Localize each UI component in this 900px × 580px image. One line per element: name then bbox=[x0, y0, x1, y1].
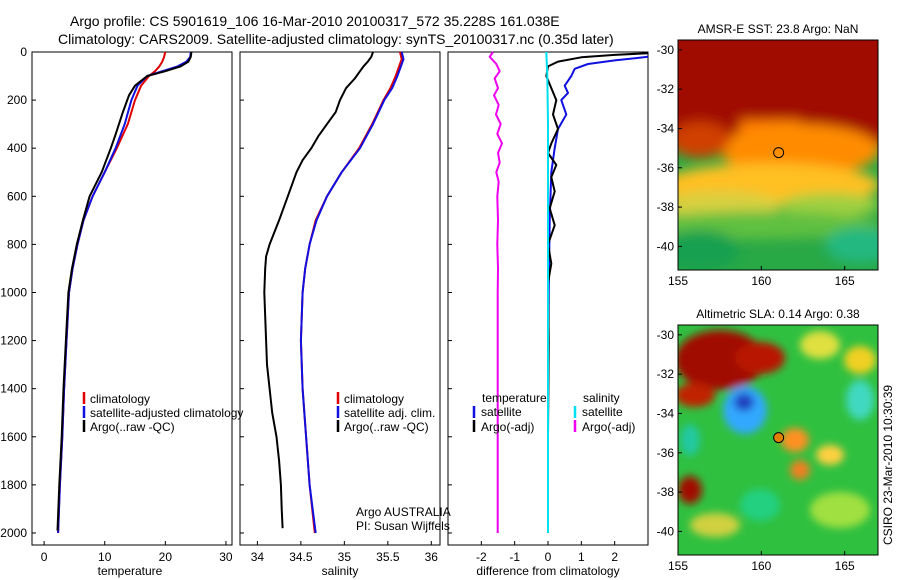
difference-xlabel: difference from climatology bbox=[476, 564, 619, 578]
x-tick-label: 1 bbox=[578, 550, 585, 564]
temperature-xlabel: temperature bbox=[98, 564, 163, 578]
sst-heatmap bbox=[678, 40, 878, 270]
sla-map-frame bbox=[677, 324, 879, 556]
map-x-tick-label: 160 bbox=[751, 559, 771, 573]
map-x-tick-label: 155 bbox=[668, 274, 688, 288]
map-x-tick-label: 160 bbox=[751, 274, 771, 288]
legend-header-temperature: temperature bbox=[482, 391, 547, 405]
series-line-satellite-adjusted-climatology bbox=[57, 51, 192, 534]
series-line-argo-raw-qc- bbox=[263, 51, 374, 529]
temperature-legend: climatology satellite-adjusted climatolo… bbox=[82, 392, 243, 434]
x-tick-label: 35.5 bbox=[376, 550, 400, 564]
difference-legend: temperature salinity satellite Argo(-adj… bbox=[472, 391, 635, 434]
argo-location-marker bbox=[773, 432, 785, 444]
difference-plot: -2 -1 0 1 2 bbox=[448, 51, 649, 564]
temperature-plot: 0 10 20 30 0 200 400 600 800 1000 1200 1400 1600 1800… bbox=[0, 45, 233, 564]
sla-map-title: Altimetric SLA: 0.14 Argo: 0.38 bbox=[696, 307, 860, 321]
y-tick-label: 1000 bbox=[0, 285, 27, 299]
x-tick-label: 0 bbox=[41, 550, 48, 564]
map-y-tick-label: -32 bbox=[657, 367, 675, 381]
legend-label-argo: Argo(..raw -QC) bbox=[90, 420, 175, 434]
series-line-salinity-satellite bbox=[545, 51, 549, 533]
y-tick-label: 0 bbox=[20, 45, 27, 59]
legend-label-temp-argo: Argo(-adj) bbox=[481, 420, 534, 434]
x-tick-label: 10 bbox=[98, 550, 112, 564]
map-y-tick-label: -40 bbox=[657, 239, 675, 253]
map-y-tick-label: -32 bbox=[657, 82, 675, 96]
salinity-xlabel: salinity bbox=[322, 564, 359, 578]
y-tick-label: 2000 bbox=[0, 526, 27, 540]
y-tick-label: 1600 bbox=[0, 430, 27, 444]
map-y-tick-label: -30 bbox=[657, 328, 675, 342]
map-x-tick-label: 165 bbox=[835, 559, 855, 573]
series-line-temperature-argo-adj- bbox=[545, 52, 649, 533]
x-tick-label: -1 bbox=[509, 550, 520, 564]
map-y-tick-label: -34 bbox=[657, 406, 675, 420]
map-y-tick-label: -34 bbox=[657, 121, 675, 135]
series-line-climatology bbox=[299, 51, 403, 534]
y-tick-label: 600 bbox=[7, 189, 27, 203]
sla-map-axes: 155 160 165 -30 -32 -34 -36 -38 -40 bbox=[657, 328, 855, 573]
series-line-argo-raw-qc- bbox=[56, 51, 193, 531]
legend-label-climatology: climatology bbox=[90, 392, 150, 406]
legend-label-sal-satellite: satellite bbox=[582, 405, 623, 419]
sst-map-axes: 155 160 165 -30 -32 -34 -36 -38 -40 bbox=[657, 43, 855, 288]
series-line-climatology bbox=[57, 51, 167, 534]
map-x-tick-label: 155 bbox=[668, 559, 688, 573]
y-tick-label: 1800 bbox=[0, 478, 27, 492]
x-tick-label: 36 bbox=[425, 550, 439, 564]
header-line-1: Argo profile: CS 5901619_106 16-Mar-2010… bbox=[70, 13, 560, 29]
y-tick-label: 400 bbox=[7, 141, 27, 155]
argo-country-annotation: Argo AUSTRALIA bbox=[356, 505, 451, 519]
sst-map-title: AMSR-E SST: 23.8 Argo: NaN bbox=[698, 22, 859, 36]
salinity-panel-frame bbox=[239, 51, 441, 546]
salinity-legend: climatology satellite adj. clim. Argo(..… bbox=[336, 392, 435, 434]
x-tick-label: 2 bbox=[611, 550, 618, 564]
map-y-tick-label: -40 bbox=[657, 524, 675, 538]
map-y-tick-label: -38 bbox=[657, 200, 675, 214]
legend-label-argo: Argo(..raw -QC) bbox=[344, 420, 429, 434]
legend-label-temp-satellite: satellite bbox=[481, 405, 522, 419]
x-tick-label: 34.5 bbox=[289, 550, 313, 564]
credit-text: CSIRO 23-Mar-2010 10:30:39 bbox=[881, 385, 895, 545]
map-y-tick-label: -36 bbox=[657, 161, 675, 175]
temperature-panel-frame bbox=[31, 51, 233, 546]
x-tick-label: 34 bbox=[251, 550, 265, 564]
sst-map-frame bbox=[677, 39, 879, 271]
x-tick-label: 0 bbox=[545, 550, 552, 564]
map-x-tick-label: 165 bbox=[835, 274, 855, 288]
argo-location-marker bbox=[773, 147, 785, 159]
legend-label-climatology: climatology bbox=[344, 392, 404, 406]
legend-header-salinity: salinity bbox=[583, 391, 620, 405]
legend-label-satellite: satellite-adjusted climatology bbox=[90, 406, 243, 420]
series-line-satellite-adj-clim- bbox=[299, 51, 405, 534]
x-tick-label: 35 bbox=[338, 550, 352, 564]
series-line-salinity-argo-adj- bbox=[488, 51, 503, 533]
y-tick-label: 1400 bbox=[0, 382, 27, 396]
y-tick-label: 800 bbox=[7, 237, 27, 251]
legend-label-sal-argo: Argo(-adj) bbox=[582, 420, 635, 434]
header-line-2: Climatology: CARS2009. Satellite-adjuste… bbox=[58, 31, 614, 47]
y-tick-label: 200 bbox=[7, 93, 27, 107]
pi-annotation: PI: Susan Wijffels bbox=[356, 519, 450, 533]
salinity-plot: 34 34.5 35 35.5 36 bbox=[240, 51, 439, 564]
legend-label-satellite: satellite adj. clim. bbox=[344, 406, 435, 420]
map-y-tick-label: -36 bbox=[657, 446, 675, 460]
x-tick-label: 30 bbox=[219, 550, 233, 564]
map-y-tick-label: -30 bbox=[657, 43, 675, 57]
x-tick-label: -2 bbox=[476, 550, 487, 564]
series-line-temperature-satellite bbox=[547, 55, 649, 533]
y-tick-label: 1200 bbox=[0, 334, 27, 348]
map-y-tick-label: -38 bbox=[657, 485, 675, 499]
x-tick-label: 20 bbox=[159, 550, 173, 564]
